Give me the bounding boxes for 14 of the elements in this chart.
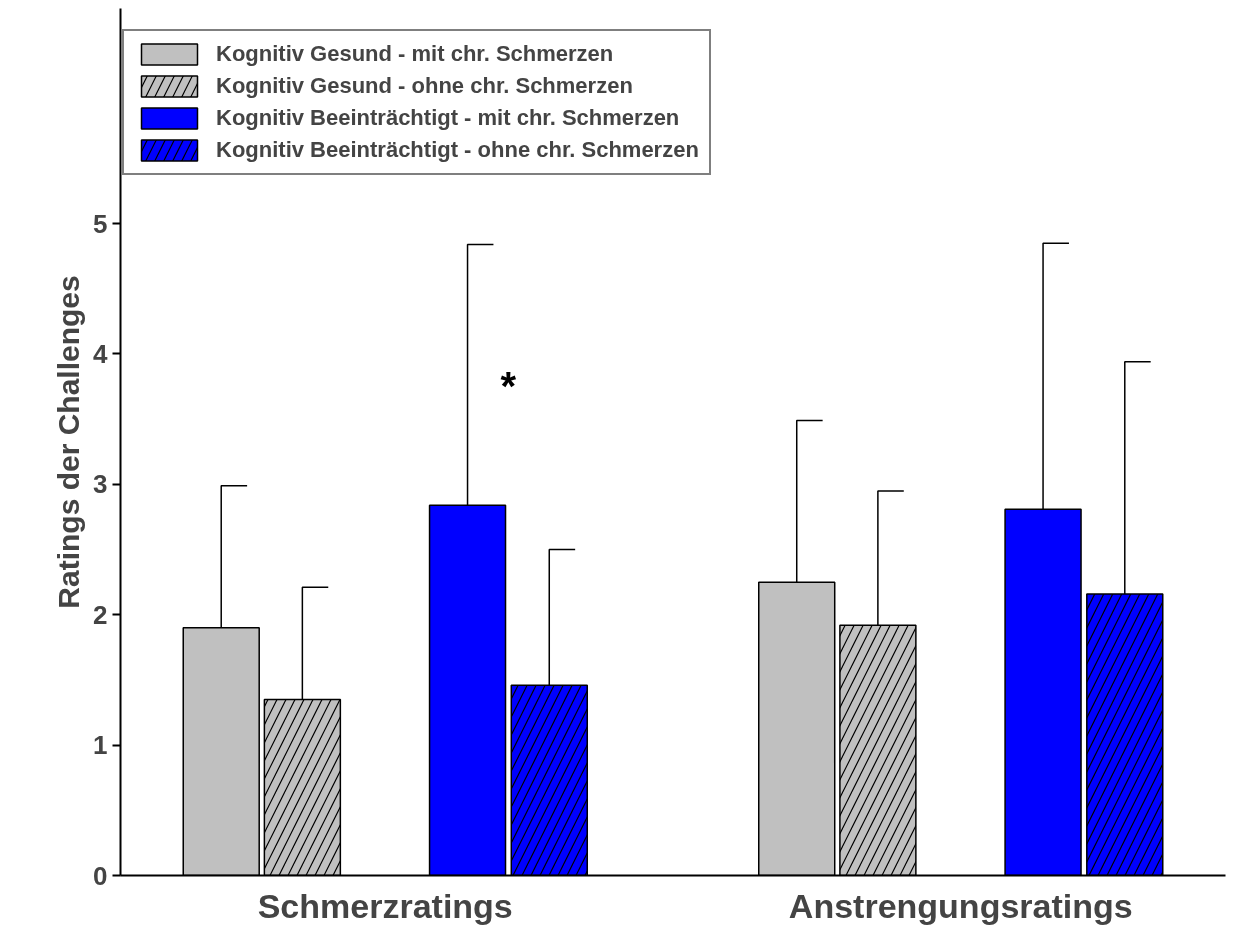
y-tick-label: 0	[93, 860, 108, 891]
annotation: *	[500, 363, 517, 408]
y-tick-label: 2	[93, 599, 108, 630]
y-tick-label: 4	[93, 339, 109, 369]
y-tick-label: 3	[93, 469, 108, 500]
y-axis-title: Ratings der Challenges	[52, 275, 86, 609]
y-tick-label: 5	[93, 208, 108, 239]
legend-label: Kognitiv Gesund - ohne chr. Schmerzen	[216, 73, 633, 99]
y-tick-label: 1	[93, 730, 108, 761]
legend-label: Kognitiv Gesund - mit chr. Schmerzen	[216, 41, 614, 67]
legend-label: Kognitiv Beeinträchtigt - mit chr. Schmerzen	[216, 105, 680, 131]
x-tick-label: Schmerzratings	[257, 886, 513, 925]
x-tick-label: Anstrengungsratings	[788, 886, 1133, 925]
legend-label: Kognitiv Beeinträchtigt - ohne chr. Schmerzen	[216, 137, 699, 163]
